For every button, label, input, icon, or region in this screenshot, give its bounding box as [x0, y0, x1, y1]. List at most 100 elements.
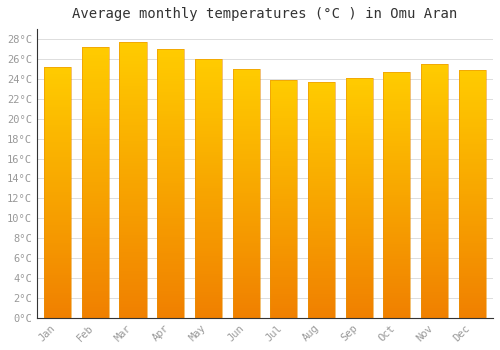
Bar	[120, 111, 146, 114]
Bar	[458, 268, 486, 271]
Bar	[458, 105, 486, 107]
Bar	[270, 180, 297, 182]
Bar	[270, 204, 297, 206]
Bar	[157, 162, 184, 164]
Bar	[82, 250, 109, 253]
Bar	[458, 263, 486, 266]
Bar	[458, 82, 486, 85]
Bar	[308, 299, 335, 301]
Bar	[232, 146, 260, 148]
Bar	[157, 194, 184, 197]
Bar	[232, 134, 260, 136]
Bar	[421, 308, 448, 310]
Bar	[346, 152, 373, 155]
Bar	[232, 308, 260, 310]
Bar	[308, 172, 335, 174]
Bar	[346, 284, 373, 287]
Bar	[421, 191, 448, 194]
Bar	[82, 315, 109, 318]
Bar	[421, 173, 448, 176]
Bar	[157, 52, 184, 54]
Bar	[421, 150, 448, 153]
Bar	[232, 79, 260, 81]
Bar	[270, 106, 297, 108]
Bar	[232, 283, 260, 286]
Bar	[44, 268, 71, 270]
Bar	[157, 218, 184, 221]
Bar	[458, 276, 486, 278]
Bar	[232, 106, 260, 109]
Bar	[82, 161, 109, 163]
Bar	[157, 154, 184, 156]
Bar	[270, 216, 297, 218]
Bar	[232, 69, 260, 71]
Bar	[308, 96, 335, 98]
Bar	[120, 158, 146, 161]
Bar	[308, 219, 335, 221]
Bar	[157, 186, 184, 189]
Bar	[44, 137, 71, 140]
Bar	[308, 296, 335, 299]
Bar	[82, 231, 109, 234]
Bar	[421, 168, 448, 170]
Bar	[232, 231, 260, 233]
Bar	[44, 67, 71, 69]
Bar	[82, 104, 109, 107]
Bar	[308, 146, 335, 148]
Bar	[308, 278, 335, 280]
Bar	[458, 70, 486, 72]
Bar	[308, 280, 335, 282]
Bar	[270, 223, 297, 225]
Bar	[120, 147, 146, 149]
Bar	[82, 117, 109, 120]
Bar	[195, 90, 222, 93]
Bar	[44, 217, 71, 220]
Bar	[82, 313, 109, 315]
Bar	[308, 216, 335, 219]
Bar	[157, 175, 184, 178]
Bar	[157, 245, 184, 248]
Bar	[346, 169, 373, 171]
Bar	[458, 310, 486, 313]
Bar	[458, 301, 486, 303]
Bar	[421, 89, 448, 92]
Bar	[120, 149, 146, 152]
Bar	[82, 242, 109, 245]
Bar	[82, 112, 109, 115]
Bar	[384, 266, 410, 269]
Bar	[458, 224, 486, 226]
Bar	[384, 224, 410, 227]
Bar	[384, 217, 410, 219]
Bar	[421, 214, 448, 216]
Bar	[384, 296, 410, 298]
Bar	[232, 303, 260, 306]
Bar	[195, 289, 222, 292]
Bar	[346, 256, 373, 258]
Bar	[346, 90, 373, 92]
Bar	[82, 52, 109, 55]
Bar	[157, 234, 184, 237]
Bar	[195, 227, 222, 230]
Bar	[308, 292, 335, 294]
Bar	[384, 97, 410, 99]
Bar	[421, 257, 448, 259]
Bar	[195, 212, 222, 214]
Bar	[120, 78, 146, 80]
Bar	[232, 216, 260, 218]
Bar	[195, 201, 222, 204]
Bar	[384, 239, 410, 241]
Bar	[270, 189, 297, 192]
Bar	[384, 124, 410, 126]
Bar	[346, 287, 373, 289]
Bar	[458, 147, 486, 149]
Bar	[44, 260, 71, 262]
Bar	[308, 131, 335, 134]
Bar	[270, 166, 297, 168]
Bar	[346, 267, 373, 270]
Bar	[458, 92, 486, 95]
Bar	[421, 166, 448, 168]
Bar	[82, 158, 109, 161]
Bar	[157, 84, 184, 86]
Bar	[120, 130, 146, 133]
Bar	[120, 282, 146, 285]
